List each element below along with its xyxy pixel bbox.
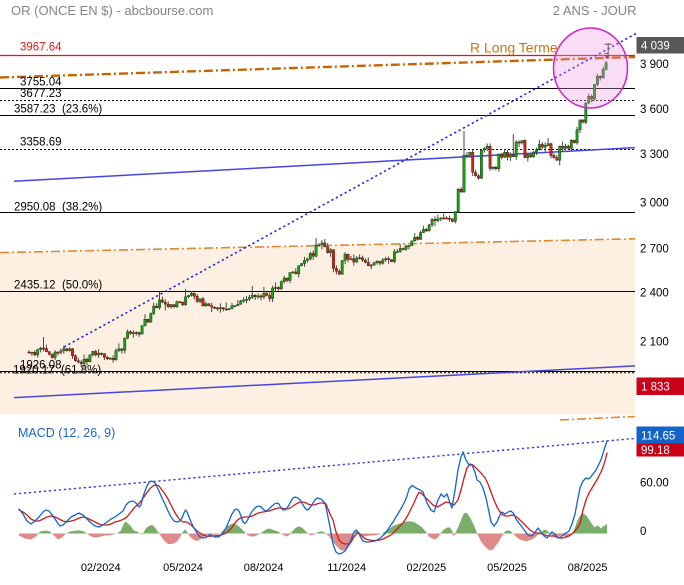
svg-text:05/2024: 05/2024 bbox=[163, 562, 203, 574]
svg-text:02/2025: 02/2025 bbox=[407, 562, 447, 574]
svg-text:3358.69: 3358.69 bbox=[20, 137, 62, 149]
svg-text:114.65: 114.65 bbox=[641, 430, 675, 442]
svg-text:11/2024: 11/2024 bbox=[327, 562, 366, 574]
svg-text:08/2025: 08/2025 bbox=[568, 562, 608, 574]
svg-text:1920.17 (61.8%): 1920.17 (61.8%) bbox=[13, 365, 101, 377]
svg-text:99.18: 99.18 bbox=[641, 445, 670, 457]
svg-text:2 700: 2 700 bbox=[640, 244, 669, 256]
svg-text:3 600: 3 600 bbox=[640, 104, 669, 116]
svg-text:05/2025: 05/2025 bbox=[487, 562, 527, 574]
svg-text:60.00: 60.00 bbox=[640, 478, 669, 490]
svg-text:02/2024: 02/2024 bbox=[81, 562, 121, 574]
svg-text:3587.23 (23.6%): 3587.23 (23.6%) bbox=[14, 104, 102, 116]
svg-text:2 ANS - JOUR: 2 ANS - JOUR bbox=[553, 3, 637, 18]
svg-text:2 400: 2 400 bbox=[640, 288, 669, 300]
svg-text:R Long Terme: R Long Terme bbox=[470, 40, 558, 56]
svg-text:OR (ONCE EN $) - abcbourse.com: OR (ONCE EN $) - abcbourse.com bbox=[11, 3, 213, 18]
svg-text:3967.64: 3967.64 bbox=[20, 42, 62, 54]
svg-text:3677.23: 3677.23 bbox=[20, 88, 62, 100]
svg-text:0: 0 bbox=[640, 526, 646, 538]
svg-text:2950.08 (38.2%): 2950.08 (38.2%) bbox=[14, 202, 102, 214]
svg-text:3 000: 3 000 bbox=[640, 198, 669, 210]
svg-text:08/2024: 08/2024 bbox=[244, 562, 284, 574]
svg-text:3 900: 3 900 bbox=[640, 59, 669, 71]
svg-text:3755.04: 3755.04 bbox=[20, 77, 62, 89]
svg-text:3 300: 3 300 bbox=[640, 149, 669, 161]
svg-text:2435.12 (50.0%): 2435.12 (50.0%) bbox=[14, 280, 102, 292]
svg-text:4 039: 4 039 bbox=[641, 40, 670, 52]
svg-text:2 100: 2 100 bbox=[640, 337, 669, 349]
svg-text:1 833: 1 833 bbox=[641, 382, 670, 394]
svg-text:MACD (12, 26, 9): MACD (12, 26, 9) bbox=[18, 426, 115, 440]
